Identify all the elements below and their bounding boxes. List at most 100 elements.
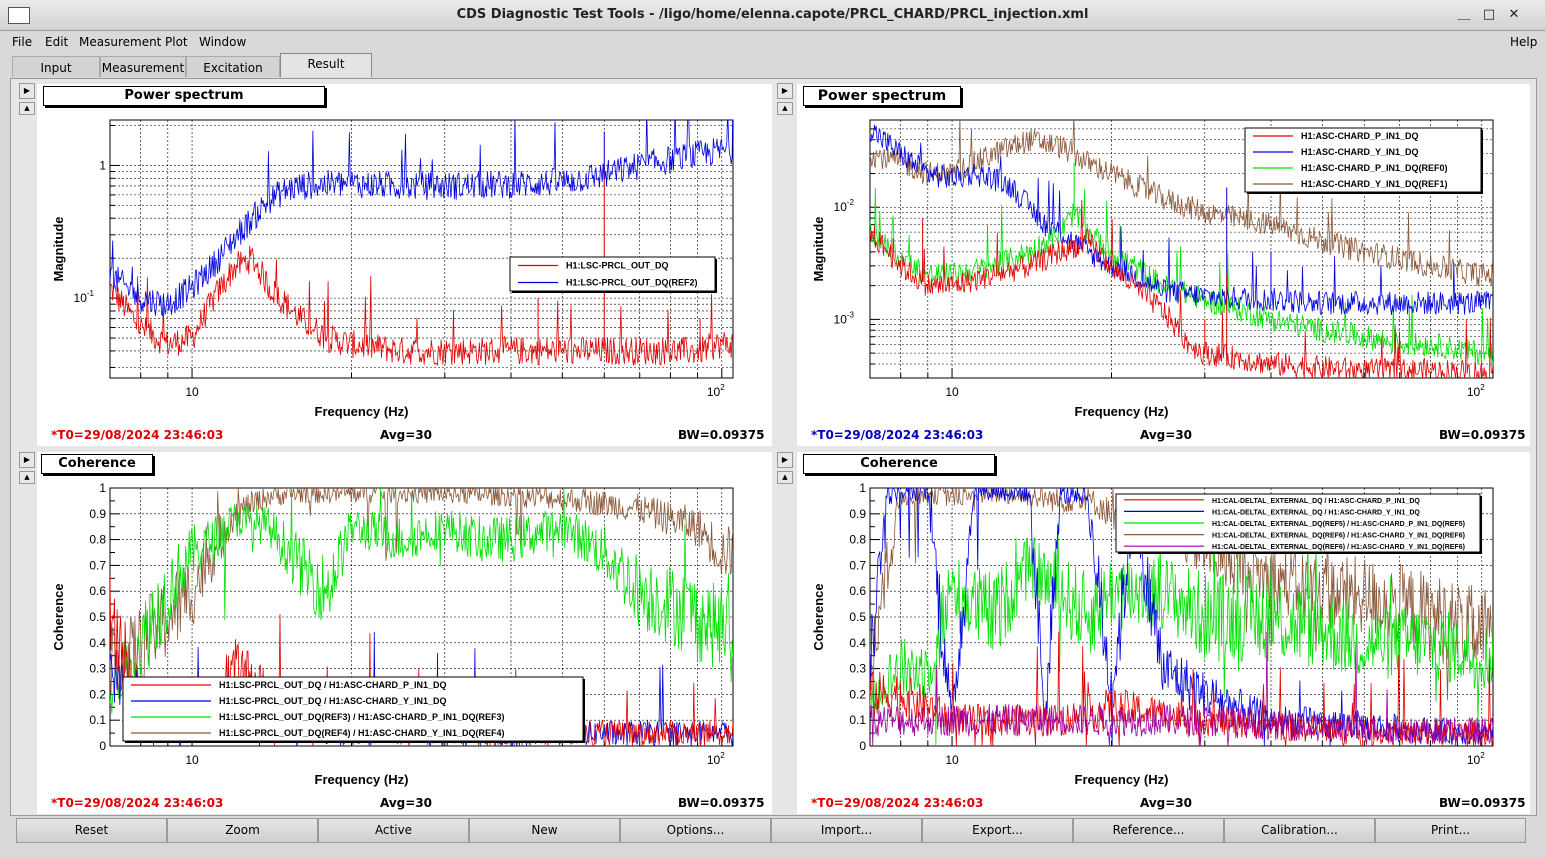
y-tick-label: 0.6 <box>849 584 866 598</box>
y-tick-label: 1 <box>99 158 106 172</box>
t0-label: *T0=29/08/2024 23:46:03 <box>811 796 984 810</box>
legend-label: H1:CAL-DELTAL_EXTERNAL_DQ(REF6) / H1:ASC… <box>1212 544 1465 551</box>
series-line <box>110 488 733 714</box>
menu-file[interactable]: File <box>12 35 33 49</box>
x-tick-exponent: 2 <box>720 751 725 760</box>
legend-label: H1:CAL-DELTAL_EXTERNAL_DQ / H1:ASC-CHARD… <box>1212 498 1420 505</box>
y-tick-label: 0.5 <box>89 610 106 624</box>
legend-label: H1:ASC-CHARD_P_IN1_DQ <box>1301 131 1419 141</box>
legend-label: H1:LSC-PRCL_OUT_DQ / H1:ASC-CHARD_P_IN1_… <box>219 680 447 690</box>
y-tick-label: 0.4 <box>89 636 106 650</box>
x-axis-label: Frequency (Hz) <box>1075 404 1169 419</box>
bw-label: BW=0.09375 <box>678 796 765 810</box>
coherence-panel-1: Coherence 10 102 0 0.1 0.2 0.3 0.4 0.5 0.6 0.7 0.8… <box>37 452 772 814</box>
legend-label: H1:CAL-DELTAL_EXTERNAL_DQ / H1:ASC-CHARD… <box>1212 509 1420 516</box>
zoom-button[interactable]: Zoom <box>167 818 318 843</box>
active-button[interactable]: Active <box>318 818 469 843</box>
minimize-icon[interactable]: ＿ <box>1457 7 1471 22</box>
expand-arrow-icon[interactable]: ▶ <box>777 452 793 468</box>
t0-label: *T0=29/08/2024 23:46:03 <box>811 428 984 442</box>
chart-power-spectrum-2[interactable]: 10 102 10-3 10-2 Frequency (Hz) Magnitude H1:A… <box>797 84 1530 446</box>
series-line <box>870 631 1493 746</box>
legend-box <box>509 256 716 292</box>
menu-edit[interactable]: Edit <box>45 35 69 49</box>
y-tick-label: 0 <box>859 739 866 753</box>
panel-title: Power spectrum <box>43 86 325 106</box>
x-tick-label: 102 <box>707 383 725 399</box>
series-line <box>110 488 733 702</box>
title-bar: CDS Diagnostic Test Tools - /ligo/home/e… <box>0 0 1545 31</box>
import-button[interactable]: Import... <box>771 818 922 843</box>
collapse-arrow-icon[interactable]: ▲ <box>19 471 35 484</box>
y-tick-label: 0.2 <box>89 687 106 701</box>
options-button[interactable]: Options... <box>620 818 771 843</box>
y-tick-label: 0.8 <box>89 533 106 547</box>
close-icon[interactable]: ✕ <box>1508 7 1520 22</box>
x-tick-label: 10 <box>945 385 959 399</box>
menu-window[interactable]: Window <box>199 35 247 49</box>
y-tick-label: 10-2 <box>834 198 855 214</box>
reset-button[interactable]: Reset <box>16 818 167 843</box>
y-tick-exponent: -3 <box>847 310 855 319</box>
series-line <box>870 199 1493 378</box>
collapse-arrow-icon[interactable]: ▲ <box>777 471 793 484</box>
y-tick-label: 0.2 <box>849 687 866 701</box>
y-tick-label: 0.3 <box>89 662 106 676</box>
y-tick-label: 10-1 <box>74 289 95 305</box>
collapse-arrow-icon[interactable]: ▲ <box>777 102 793 115</box>
chart-power-spectrum-1[interactable]: 10 102 10-1 1 Frequency (Hz) Magnitude H1:LSC-… <box>37 84 772 446</box>
y-tick-label: 0 <box>99 739 106 753</box>
legend-label: H1:CAL-DELTAL_EXTERNAL_DQ(REF6) / H1:ASC… <box>1212 533 1465 540</box>
x-tick-label: 102 <box>1467 751 1485 767</box>
x-tick-exponent: 2 <box>1480 751 1485 760</box>
reference-button[interactable]: Reference... <box>1073 818 1224 843</box>
x-tick-exponent: 2 <box>720 383 725 392</box>
export-button[interactable]: Export... <box>922 818 1073 843</box>
x-axis-label: Frequency (Hz) <box>315 404 409 419</box>
expand-arrow-icon[interactable]: ▶ <box>19 452 35 468</box>
maximize-icon[interactable]: □ <box>1482 7 1496 22</box>
expand-arrow-icon[interactable]: ▶ <box>777 83 793 99</box>
button-bar: Reset Zoom Active New Options... Import.… <box>16 818 1526 843</box>
calibration-button[interactable]: Calibration... <box>1224 818 1375 843</box>
y-tick-label: 0.9 <box>849 507 866 521</box>
legend-label: H1:LSC-PRCL_OUT_DQ <box>566 261 669 271</box>
legend-box <box>1244 127 1482 193</box>
y-tick-label: 0.3 <box>849 662 866 676</box>
power-spectrum-panel-1: Power spectrum 10 102 10-1 1 Frequency (Hz) M… <box>37 84 772 446</box>
y-axis-label: Magnitude <box>811 217 826 282</box>
bw-label: BW=0.09375 <box>678 428 765 442</box>
menu-measurement[interactable]: Measurement <box>79 35 162 49</box>
coherence-panel-2: Coherence 10 102 0 0.1 0.2 0.3 0.4 0.5 0.6 0.7 0.8… <box>797 452 1530 814</box>
tab-excitation[interactable]: Excitation <box>186 56 280 77</box>
legend-label: H1:ASC-CHARD_Y_IN1_DQ(REF1) <box>1301 179 1448 189</box>
series-line <box>870 187 1493 366</box>
y-tick-exponent: -2 <box>847 198 855 207</box>
avg-label: Avg=30 <box>1140 796 1193 810</box>
series-line <box>870 488 1493 746</box>
avg-label: Avg=30 <box>380 428 433 442</box>
print-button[interactable]: Print... <box>1375 818 1526 843</box>
menu-plot[interactable]: Plot <box>165 35 188 49</box>
y-tick-label: 0.7 <box>89 558 106 572</box>
menu-help[interactable]: Help <box>1510 35 1538 49</box>
legend-label: H1:LSC-PRCL_OUT_DQ(REF3) / H1:ASC-CHARD_… <box>219 712 505 722</box>
y-tick-label: 0.1 <box>849 713 866 727</box>
collapse-arrow-icon[interactable]: ▲ <box>19 102 35 115</box>
expand-arrow-icon[interactable]: ▶ <box>19 83 35 99</box>
chart-coherence-1[interactable]: 10 102 0 0.1 0.2 0.3 0.4 0.5 0.6 0.7 0.8 0.9 1 Freque… <box>37 452 772 814</box>
plot-frame <box>109 119 734 379</box>
legend-label: H1:LSC-PRCL_OUT_DQ(REF2) <box>566 278 698 288</box>
y-tick-label: 0.5 <box>849 610 866 624</box>
power-spectrum-panel-2: Power spectrum 10 102 10-3 10-2 Frequency (H… <box>797 84 1530 446</box>
chart-coherence-2[interactable]: 10 102 0 0.1 0.2 0.3 0.4 0.5 0.6 0.7 0.8 0.9 1 Freque… <box>797 452 1530 814</box>
new-button[interactable]: New <box>469 818 620 843</box>
avg-label: Avg=30 <box>1140 428 1193 442</box>
x-tick-label: 102 <box>707 751 725 767</box>
tab-input[interactable]: Input <box>12 56 100 77</box>
bw-label: BW=0.09375 <box>1439 796 1526 810</box>
y-tick-label: 1 <box>99 481 106 495</box>
tab-result[interactable]: Result <box>280 53 372 77</box>
tab-measurement[interactable]: Measurement <box>100 56 186 77</box>
series-line <box>110 245 733 367</box>
